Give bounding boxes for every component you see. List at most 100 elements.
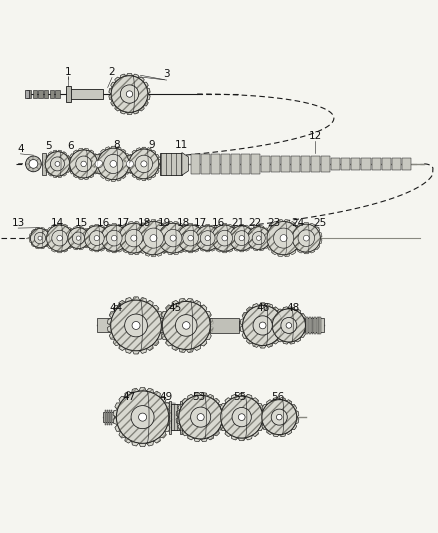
Circle shape	[98, 148, 129, 180]
Circle shape	[38, 236, 42, 240]
Circle shape	[262, 400, 297, 434]
Circle shape	[238, 414, 245, 421]
Text: 47: 47	[123, 392, 136, 402]
Circle shape	[212, 225, 238, 251]
Bar	[42, 153, 46, 175]
Circle shape	[188, 236, 193, 241]
Circle shape	[259, 322, 266, 329]
Circle shape	[127, 160, 134, 167]
Circle shape	[89, 231, 104, 246]
Bar	[97, 318, 110, 333]
Polygon shape	[127, 147, 161, 181]
Circle shape	[286, 322, 292, 328]
Text: 13: 13	[11, 218, 25, 228]
Circle shape	[85, 226, 109, 251]
Circle shape	[232, 408, 251, 427]
Polygon shape	[67, 227, 90, 250]
Circle shape	[117, 391, 169, 443]
Circle shape	[150, 235, 157, 241]
Polygon shape	[291, 222, 322, 254]
Bar	[402, 158, 410, 170]
Text: 15: 15	[75, 218, 88, 228]
Circle shape	[230, 226, 254, 251]
Circle shape	[131, 406, 154, 429]
Circle shape	[34, 232, 46, 244]
Circle shape	[111, 76, 148, 112]
Polygon shape	[45, 223, 74, 253]
Text: 3: 3	[163, 69, 170, 79]
Bar	[342, 158, 350, 170]
Bar	[361, 158, 371, 170]
Circle shape	[98, 148, 129, 180]
Polygon shape	[29, 228, 51, 249]
Polygon shape	[107, 297, 165, 354]
Bar	[231, 154, 240, 174]
Bar	[309, 317, 311, 334]
Circle shape	[68, 228, 89, 248]
Bar	[306, 317, 308, 334]
Bar	[239, 321, 250, 330]
Bar	[68, 89, 103, 99]
Bar	[311, 317, 313, 334]
Polygon shape	[182, 152, 188, 175]
Circle shape	[111, 300, 161, 351]
Text: 17: 17	[117, 218, 130, 228]
Polygon shape	[113, 387, 172, 447]
Circle shape	[125, 229, 143, 247]
Bar	[111, 410, 113, 425]
Bar	[160, 152, 182, 175]
Circle shape	[179, 395, 223, 439]
Polygon shape	[135, 220, 172, 257]
Text: 16: 16	[212, 218, 225, 228]
Text: 25: 25	[313, 218, 326, 228]
Circle shape	[119, 223, 149, 253]
Circle shape	[111, 236, 117, 241]
Circle shape	[267, 222, 300, 255]
Circle shape	[276, 414, 282, 420]
Circle shape	[262, 400, 297, 434]
Circle shape	[132, 321, 140, 329]
Circle shape	[85, 226, 109, 251]
Circle shape	[195, 226, 220, 251]
Circle shape	[104, 154, 123, 174]
Polygon shape	[218, 393, 265, 441]
Bar	[25, 90, 29, 99]
Circle shape	[29, 159, 38, 168]
Circle shape	[106, 230, 122, 246]
Circle shape	[222, 236, 227, 241]
Text: 9: 9	[148, 140, 155, 150]
Text: 16: 16	[97, 218, 110, 228]
Bar	[319, 317, 321, 334]
Circle shape	[111, 300, 161, 351]
Bar	[103, 412, 114, 422]
Circle shape	[119, 223, 149, 253]
Circle shape	[247, 227, 270, 249]
Circle shape	[101, 225, 127, 251]
Circle shape	[52, 230, 67, 246]
Circle shape	[292, 224, 320, 252]
Bar	[55, 90, 60, 99]
Circle shape	[129, 149, 159, 179]
Circle shape	[94, 236, 99, 241]
Text: 12: 12	[308, 131, 321, 141]
Circle shape	[135, 155, 152, 173]
Circle shape	[68, 228, 89, 248]
Circle shape	[129, 149, 159, 179]
Circle shape	[164, 229, 182, 247]
Circle shape	[197, 414, 204, 421]
Bar	[201, 154, 210, 174]
Circle shape	[46, 225, 73, 251]
Circle shape	[281, 318, 297, 334]
Text: 19: 19	[158, 218, 171, 228]
Circle shape	[272, 309, 305, 342]
Circle shape	[272, 309, 305, 342]
Circle shape	[45, 152, 70, 176]
Circle shape	[117, 391, 169, 443]
Text: 6: 6	[67, 141, 74, 151]
Polygon shape	[44, 150, 71, 177]
Circle shape	[126, 91, 133, 97]
Text: 48: 48	[286, 303, 300, 313]
Circle shape	[256, 236, 261, 240]
Polygon shape	[99, 223, 129, 253]
Polygon shape	[228, 224, 255, 252]
